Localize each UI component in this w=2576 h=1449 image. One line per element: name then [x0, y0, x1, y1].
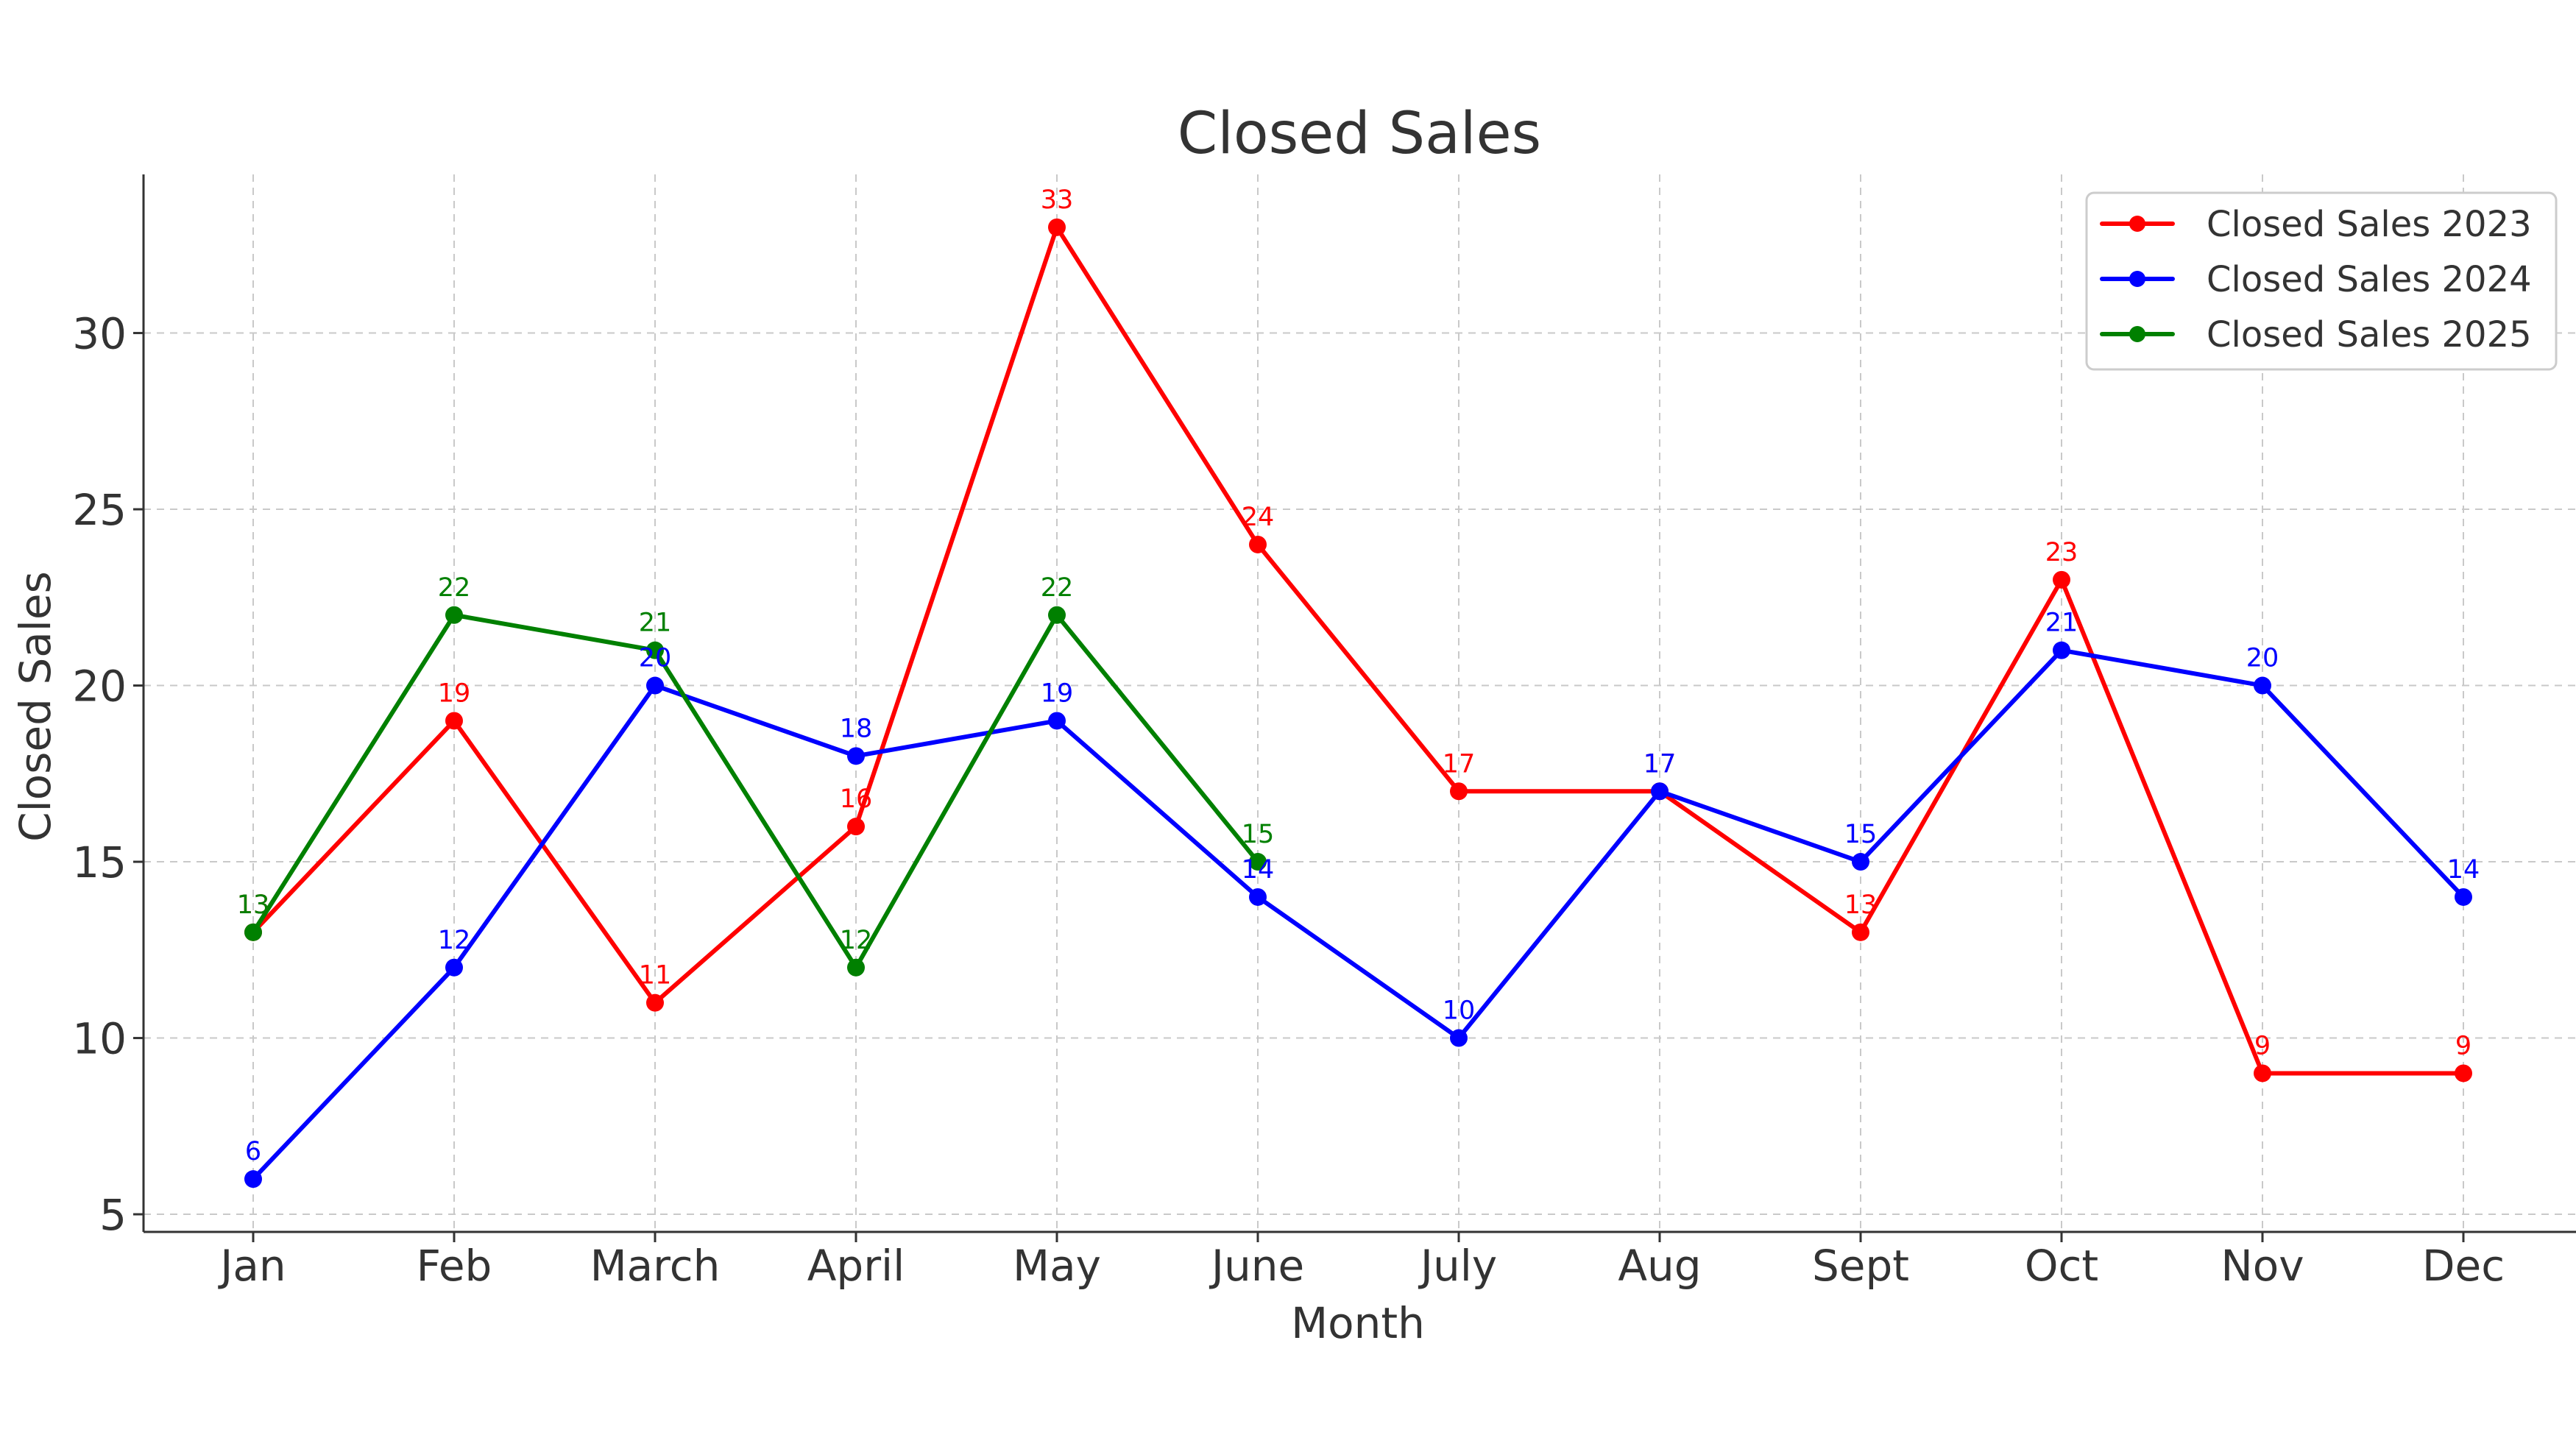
- x-tick-label: Jan: [218, 1241, 286, 1291]
- data-point: [1450, 782, 1468, 801]
- data-label: 17: [1643, 749, 1677, 779]
- x-tick-label: Feb: [417, 1241, 492, 1291]
- data-label: 19: [1041, 679, 1074, 708]
- data-label: 12: [840, 926, 873, 955]
- data-label: 13: [237, 890, 270, 920]
- y-tick-label: 10: [72, 1014, 127, 1064]
- data-label: 23: [2045, 538, 2078, 567]
- axis-layer: Jan Feb March April May June July Aug Sept Oct Nov…: [72, 174, 2576, 1291]
- data-label: 33: [1041, 185, 1074, 215]
- legend-box: [2085, 191, 2558, 371]
- data-point: [847, 818, 865, 836]
- data-point: [1048, 606, 1066, 624]
- legend-marker: [2129, 216, 2145, 232]
- data-point: [1450, 1029, 1468, 1047]
- x-axis-label: Month: [1291, 1298, 1425, 1348]
- x-tick-label: June: [1209, 1241, 1304, 1291]
- y-tick-label: 20: [72, 662, 127, 712]
- legend-marker: [2129, 326, 2145, 342]
- data-point: [2455, 1064, 2472, 1083]
- data-point: [244, 1170, 262, 1188]
- data-label: 14: [2447, 855, 2480, 885]
- data-point: [1249, 853, 1267, 871]
- data-label: 6: [245, 1137, 261, 1166]
- x-tick-label: Sept: [1812, 1241, 1909, 1291]
- data-label: 12: [438, 926, 471, 955]
- data-label: 14: [1242, 855, 1275, 885]
- data-label: 20: [639, 644, 672, 673]
- data-label: 19: [438, 679, 471, 708]
- data-point: [2053, 641, 2070, 659]
- y-tick-label: 15: [72, 837, 127, 888]
- x-tick-label: Dec: [2422, 1241, 2505, 1291]
- data-point: [445, 958, 463, 977]
- series-line-closed-sales-2024: [251, 648, 2466, 1182]
- data-point: [1852, 923, 1869, 941]
- data-label: 15: [1844, 820, 1878, 849]
- data-point: [1249, 535, 1267, 553]
- data-label: 11: [639, 961, 672, 991]
- data-point: [847, 958, 865, 977]
- legend-label: Closed Sales 2025: [2207, 314, 2532, 355]
- x-tick-label: April: [807, 1241, 905, 1291]
- data-label: 9: [2455, 1031, 2471, 1060]
- data-label: 22: [438, 573, 471, 603]
- legend-label: Closed Sales 2023: [2207, 204, 2532, 245]
- x-tick-label: Nov: [2221, 1241, 2304, 1291]
- data-point: [1048, 712, 1066, 730]
- data-label: 22: [1041, 573, 1074, 603]
- legend-label: Closed Sales 2024: [2207, 259, 2532, 300]
- data-point: [646, 993, 664, 1012]
- data-label: 24: [1242, 503, 1275, 532]
- data-point: [646, 641, 664, 659]
- data-label: 13: [237, 890, 270, 920]
- data-label: 21: [2045, 609, 2078, 638]
- legend: Closed Sales 2023 Closed Sales 2024 Closed…: [2085, 191, 2558, 371]
- y-tick-label: 30: [72, 309, 127, 359]
- data-label: 10: [1443, 996, 1476, 1026]
- data-label: 21: [639, 609, 672, 638]
- chart-title: Closed Sales: [1178, 101, 1541, 167]
- data-point: [244, 923, 262, 941]
- data-point: [2455, 888, 2472, 906]
- data-point: [2053, 570, 2070, 589]
- data-label: 13: [1844, 890, 1878, 920]
- data-point: [847, 747, 865, 765]
- x-tick-label: Oct: [2025, 1241, 2098, 1291]
- series-line-closed-sales-2025: [251, 612, 1260, 970]
- data-label: 16: [840, 784, 873, 814]
- data-label: 20: [2246, 644, 2279, 673]
- data-point: [646, 676, 664, 695]
- x-tick-label: Aug: [1618, 1241, 1701, 1291]
- data-point: [445, 712, 463, 730]
- data-point: [1048, 218, 1066, 236]
- y-tick-label: 25: [72, 485, 127, 535]
- series-layer: [244, 218, 2472, 1188]
- x-tick-label: March: [590, 1241, 721, 1291]
- data-point: [1249, 888, 1267, 906]
- data-point: [1852, 853, 1869, 871]
- data-label: 17: [1443, 749, 1476, 779]
- data-label: 17: [1643, 749, 1677, 779]
- y-axis-label: Closed Sales: [10, 571, 60, 842]
- x-tick-label: July: [1418, 1241, 1497, 1291]
- series-line-closed-sales-2023: [251, 224, 2466, 1076]
- data-label: 15: [1242, 820, 1275, 849]
- x-tick-label: May: [1013, 1241, 1101, 1291]
- data-label: 9: [2254, 1031, 2271, 1060]
- data-point: [2254, 1064, 2271, 1083]
- data-point: [1651, 782, 1669, 801]
- legend-marker: [2129, 271, 2145, 287]
- y-tick-label: 5: [99, 1190, 127, 1240]
- data-label: 18: [840, 714, 873, 743]
- data-point: [445, 606, 463, 624]
- data-point: [2254, 676, 2271, 695]
